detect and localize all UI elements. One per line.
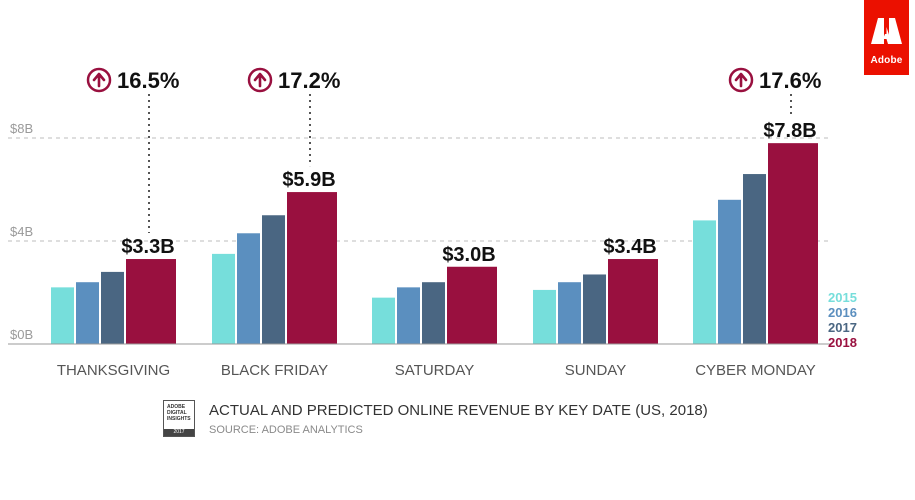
category-label: CYBER MONDAY: [695, 362, 816, 379]
chart-source: SOURCE: ADOBE ANALYTICS: [209, 424, 363, 436]
arrow-glyph: [253, 72, 267, 88]
bars: [51, 143, 818, 344]
category-label: BLACK FRIDAY: [221, 362, 328, 379]
growth-badges: 16.5% 17.2% 17.6%: [86, 67, 821, 93]
bar: [558, 282, 581, 344]
growth-label: 17.6%: [759, 68, 821, 93]
legend-item: 2015: [828, 290, 857, 305]
category-label: THANKSGIVING: [57, 362, 170, 379]
y-axis-ticks: $0B $4B $8B: [10, 121, 33, 342]
growth-connectors: [148, 94, 792, 234]
adobe-logo-text: Adobe: [870, 55, 903, 66]
legend-item: 2017: [828, 320, 857, 335]
bar: [693, 220, 716, 344]
y-tick-label: $0B: [10, 327, 33, 342]
value-label: $3.0B: [442, 244, 495, 266]
bar: [126, 259, 176, 344]
category-labels: THANKSGIVING BLACK FRIDAY SATURDAY SUNDAY CY…: [57, 362, 816, 379]
value-label: $3.3B: [121, 236, 174, 258]
bar: [76, 282, 99, 344]
category-label: SATURDAY: [395, 362, 474, 379]
legend-item: 2016: [828, 305, 857, 320]
bar: [212, 253, 235, 344]
digital-insights-badge: ADOBE DIGITAL INSIGHTS 2017: [163, 400, 195, 437]
growth-label: 16.5%: [117, 68, 179, 93]
bar: [768, 143, 818, 344]
bar: [583, 274, 606, 344]
bar: [447, 266, 497, 344]
bar: [608, 259, 658, 344]
bar: [237, 233, 260, 344]
bar: [422, 282, 445, 344]
bar: [533, 289, 556, 344]
bar: [743, 174, 766, 344]
bar: [262, 215, 285, 344]
badge-line: DIGITAL: [167, 410, 187, 416]
arrow-glyph: [92, 72, 106, 88]
legend-item: 2018: [828, 335, 857, 350]
gridlines: [8, 137, 832, 242]
growth-badge: 17.2%: [247, 67, 340, 93]
growth-label: 17.2%: [278, 68, 340, 93]
badge-line: INSIGHTS: [167, 416, 191, 422]
value-label: $7.8B: [763, 120, 816, 142]
y-tick-label: $8B: [10, 121, 33, 136]
growth-badge: 17.6%: [728, 67, 821, 93]
up-arrow-icon: [728, 67, 754, 93]
bar: [101, 271, 124, 344]
badge-line: ADOBE: [167, 404, 186, 410]
y-tick-label: $4B: [10, 224, 33, 239]
value-label: $3.4B: [603, 236, 656, 258]
bar: [397, 287, 420, 344]
arrow-glyph: [734, 72, 748, 88]
bar: [372, 297, 395, 344]
bar: [51, 287, 74, 344]
adobe-logo: Adobe: [864, 0, 909, 75]
up-arrow-icon: [86, 67, 112, 93]
bar: [287, 192, 337, 344]
growth-badge: 16.5%: [86, 67, 179, 93]
category-label: SUNDAY: [565, 362, 626, 379]
badge-year: 2017: [164, 429, 194, 436]
adobe-a-icon: [871, 18, 902, 44]
value-label: $5.9B: [282, 169, 335, 191]
chart-title: ACTUAL AND PREDICTED ONLINE REVENUE BY K…: [209, 402, 708, 419]
up-arrow-icon: [247, 67, 273, 93]
bar: [718, 199, 741, 344]
value-labels: $3.3B $5.9B $3.0B $3.4B $7.8B: [121, 120, 816, 266]
